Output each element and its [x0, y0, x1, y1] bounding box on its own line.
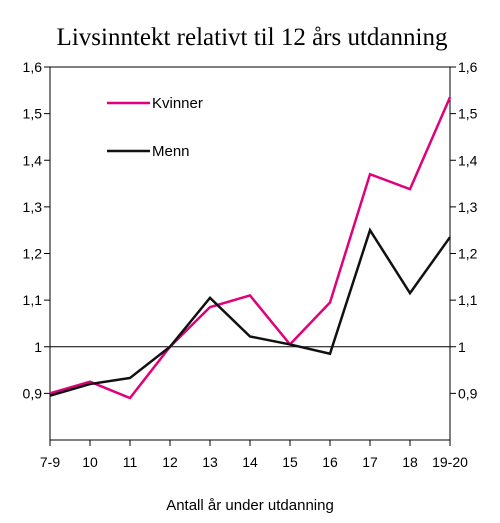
y-tick-label-right: 1,5 [458, 106, 478, 122]
x-axis-label: Antall år under utdanning [166, 497, 334, 514]
legend: Kvinner Menn [107, 95, 203, 160]
x-tick-label: 7-9 [40, 454, 60, 470]
x-tick-label: 15 [282, 454, 298, 470]
y-tick-label-right: 1,4 [458, 152, 478, 168]
y-tick-label-left: 1,2 [23, 246, 43, 262]
series-group [49, 96, 452, 400]
y-tick-label-right: 1,3 [458, 199, 478, 215]
y-tick-label-right: 1,2 [458, 246, 478, 262]
x-tick-label: 12 [162, 454, 178, 470]
x-tick-label: 11 [123, 454, 138, 470]
y-tick-label-left: 1,4 [23, 152, 43, 168]
x-tick-label: 17 [362, 454, 378, 470]
x-tick-label: 14 [242, 454, 258, 470]
axes: 0,9 0,91 11,1 1,11,2 1,21,3 1,31,4 1,41,5 1,51,… [23, 59, 478, 470]
y-tick-label-left: 1,6 [23, 59, 43, 75]
y-tick-label-left: 1,5 [23, 106, 43, 122]
series-line-menn [49, 227, 452, 397]
y-tick-label-left: 0,9 [23, 385, 43, 401]
y-tick-label-right: 0,9 [458, 385, 478, 401]
y-tick-label-right: 1,1 [458, 292, 478, 308]
series-line-kvinner [49, 96, 452, 400]
x-tick-label: 18 [402, 454, 418, 470]
y-tick-label-right: 1 [458, 339, 466, 355]
x-tick-label: 13 [202, 454, 218, 470]
y-tick-label-right: 1,6 [458, 59, 478, 75]
legend-label-menn: Menn [152, 143, 190, 160]
y-tick-label-left: 1 [34, 339, 42, 355]
y-tick-label-left: 1,1 [23, 292, 43, 308]
plot-frame [49, 66, 451, 441]
x-tick-label: 19-20 [432, 454, 468, 470]
x-tick-label: 16 [322, 454, 338, 470]
legend-label-kvinner: Kvinner [152, 95, 203, 112]
chart-title: Livsinntekt relativt til 12 års utdannin… [57, 24, 448, 51]
y-tick-label-left: 1,3 [23, 199, 43, 215]
x-tick-label: 10 [82, 454, 98, 470]
